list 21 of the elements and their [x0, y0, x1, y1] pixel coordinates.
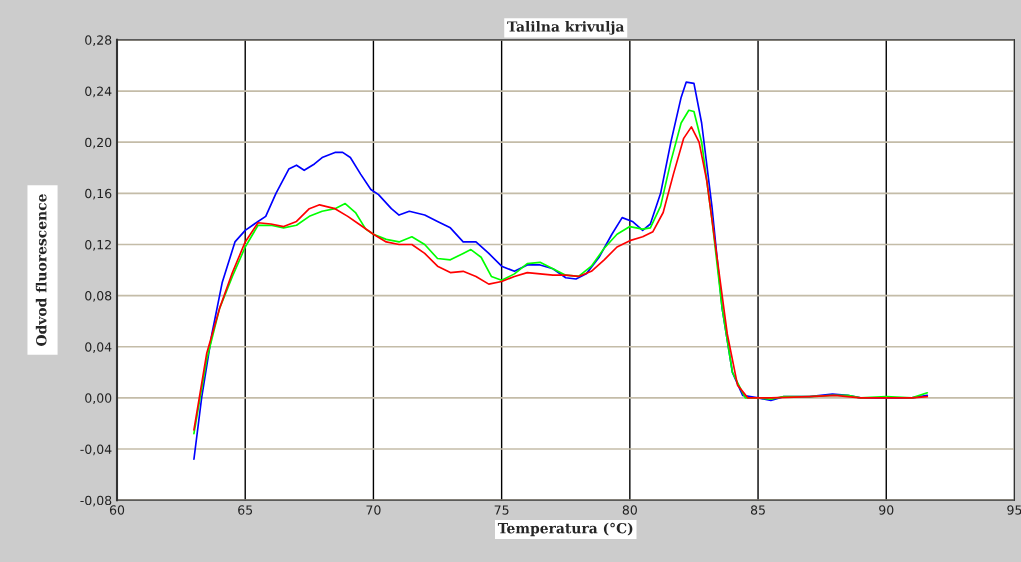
y-tick-label: 0,08 — [85, 291, 112, 302]
y-tick-label: -0,08 — [80, 495, 112, 507]
y-tick-label: 0,20 — [85, 137, 112, 149]
x-tick-label: 65 — [238, 505, 253, 515]
y-tick-label: 0,12 — [85, 239, 111, 251]
x-tick-label: 75 — [494, 505, 509, 515]
y-axis-title: Odvod fluorescence — [35, 194, 47, 346]
x-axis-title: Temperatura (°C) — [497, 522, 633, 537]
x-tick-label: 70 — [366, 505, 381, 515]
x-tick-label: 90 — [879, 505, 894, 515]
y-tick-label: 0,28 — [85, 35, 112, 47]
y-tick-label: -0,04 — [80, 444, 112, 456]
x-tick-label: 95 — [1007, 505, 1021, 515]
chart-title: Talilna krivulja — [507, 21, 625, 35]
x-tick-label: 85 — [750, 505, 765, 515]
x-tick-label: 60 — [109, 505, 125, 515]
y-tick-label: 0,16 — [85, 188, 112, 200]
y-tick-label: 0,04 — [85, 342, 112, 353]
y-tick-label: 0,24 — [85, 86, 112, 98]
y-tick-label: 0,00 — [85, 393, 112, 405]
x-tick-label: 80 — [622, 505, 637, 515]
